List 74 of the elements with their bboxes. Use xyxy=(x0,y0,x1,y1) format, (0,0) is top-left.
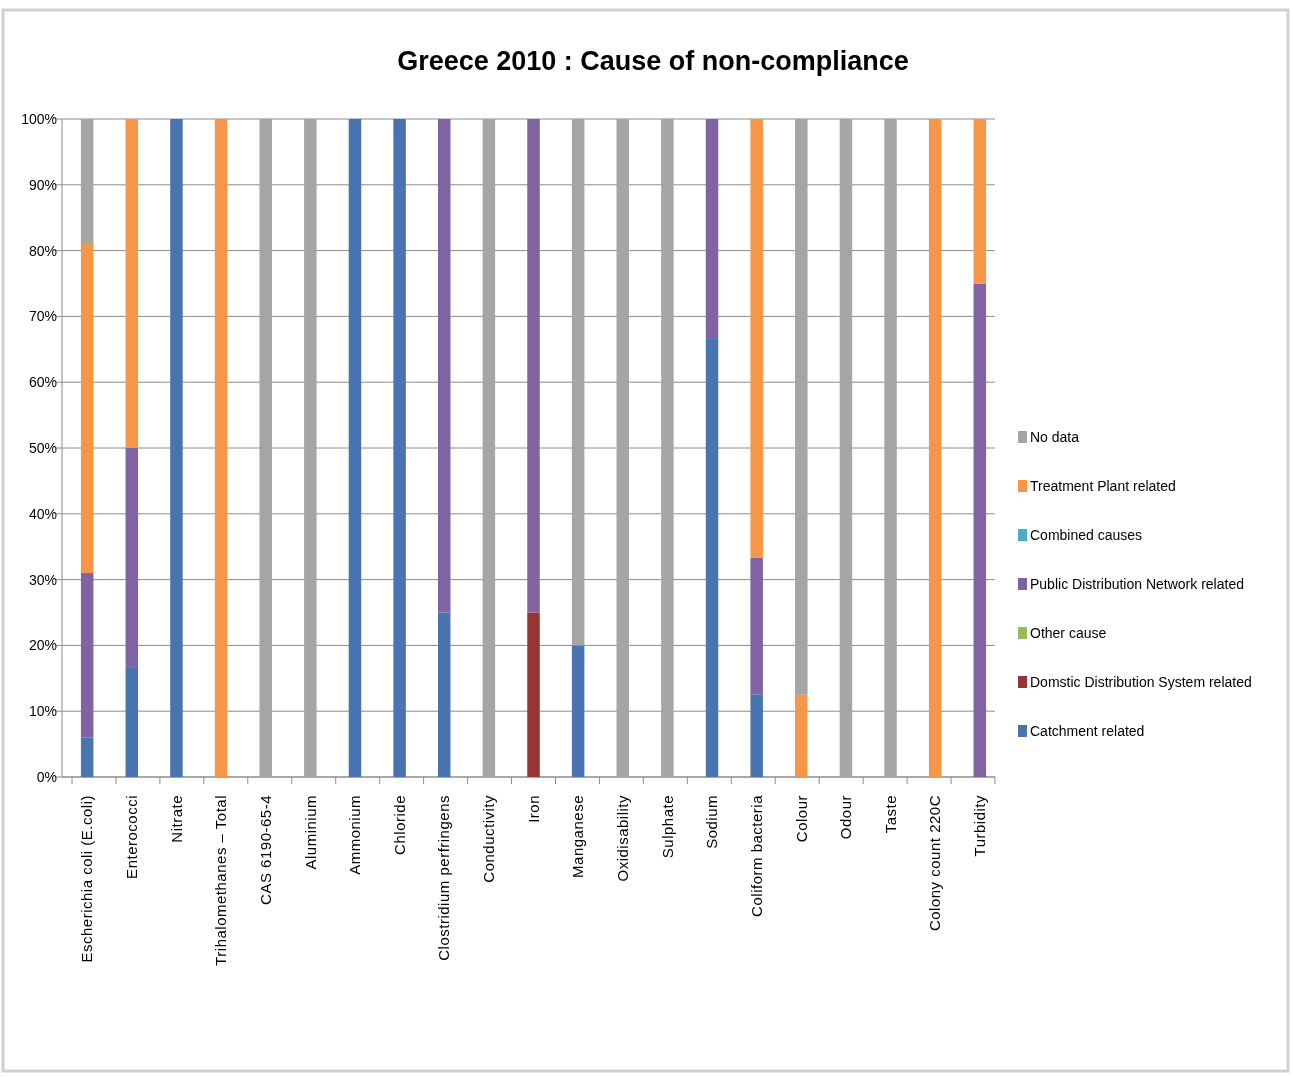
x-tick-label: Clostridium perfringens xyxy=(435,795,453,961)
x-tick-label: Escherichia coli (E.coli) xyxy=(78,795,96,963)
bar xyxy=(928,119,942,777)
bar xyxy=(170,119,183,777)
x-tick-label: Ammonium xyxy=(346,795,364,875)
x-tick-label: Colony count 220C xyxy=(926,795,944,932)
y-tick-label: 100% xyxy=(21,110,57,127)
bar xyxy=(973,283,987,777)
x-tick-label: CAS 6190-65-4 xyxy=(256,795,274,905)
y-tick-label: 20% xyxy=(28,637,57,654)
x-tick-label: Sodium xyxy=(703,795,721,849)
legend-label: Treatment Plant related xyxy=(1030,477,1176,494)
x-tick-label: Taste xyxy=(881,795,899,834)
y-tick-label: 10% xyxy=(28,703,57,720)
bar xyxy=(393,119,406,777)
bar xyxy=(750,557,763,695)
x-tick-label: Nitrate xyxy=(167,795,185,843)
bar xyxy=(884,119,897,777)
legend-label: Public Distribution Network related xyxy=(1030,575,1244,592)
y-tick-label: 50% xyxy=(28,439,57,456)
bar xyxy=(125,119,139,448)
bar xyxy=(125,448,139,668)
bar xyxy=(80,737,94,777)
y-tick-label: 0% xyxy=(36,768,57,785)
x-tick-label: Turbidity xyxy=(971,795,989,857)
y-tick-label: 30% xyxy=(28,571,57,588)
y-tick-label: 60% xyxy=(28,374,57,391)
bar xyxy=(750,119,763,558)
legend-label: Catchment related xyxy=(1030,722,1145,739)
bar xyxy=(80,119,94,245)
y-tick-label: 80% xyxy=(28,242,57,259)
bar xyxy=(616,119,630,777)
bar xyxy=(750,694,763,777)
bar xyxy=(125,667,139,777)
bar xyxy=(437,612,451,777)
bar xyxy=(437,119,451,613)
bar xyxy=(80,573,94,738)
x-tick-label: Chloride xyxy=(390,795,408,855)
legend-label: Other cause xyxy=(1030,624,1107,641)
bar xyxy=(259,119,272,777)
x-tick-label: Conductivity xyxy=(480,795,498,883)
y-tick-label: 70% xyxy=(28,308,57,325)
x-tick-label: Trihalomethanes – Total xyxy=(212,795,230,966)
y-tick-label: 40% xyxy=(28,505,57,522)
bar xyxy=(304,119,317,777)
legend-label: Domstic Distribution System related xyxy=(1030,673,1252,690)
bar xyxy=(705,119,719,339)
legend-label: No data xyxy=(1030,428,1080,445)
bar xyxy=(661,119,674,777)
x-tick-label: Oxidisability xyxy=(614,795,632,882)
bar xyxy=(214,119,228,777)
x-tick-label: Manganese xyxy=(569,795,587,878)
bar xyxy=(527,612,540,777)
x-tick-label: Colour xyxy=(792,795,810,843)
bar xyxy=(839,119,853,777)
bar xyxy=(482,119,496,777)
legend-label: Combined causes xyxy=(1030,526,1143,543)
bar xyxy=(973,119,987,284)
x-tick-label: Iron xyxy=(524,795,542,823)
bar xyxy=(348,119,362,777)
bar xyxy=(571,119,585,646)
chart-title: Greece 2010 : Cause of non-compliance xyxy=(397,46,909,76)
x-tick-label: Odour xyxy=(837,795,855,840)
x-tick-label: Enterococci xyxy=(123,795,141,879)
x-tick-label: Aluminium xyxy=(301,795,319,870)
x-tick-label: Sulphate xyxy=(658,795,676,859)
y-tick-label: 90% xyxy=(28,176,57,193)
bar xyxy=(527,119,540,613)
bar xyxy=(80,244,94,574)
bar xyxy=(705,338,719,777)
bar xyxy=(795,119,808,695)
bar xyxy=(795,694,808,777)
x-tick-label: Coliform bacteria xyxy=(747,794,765,917)
bar xyxy=(571,645,585,777)
